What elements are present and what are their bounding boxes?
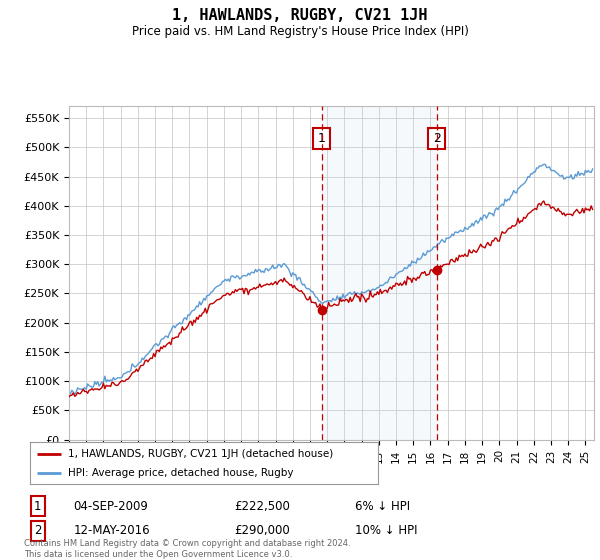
Text: £290,000: £290,000: [234, 524, 290, 538]
Bar: [322, 106, 437, 440]
Text: 1: 1: [34, 500, 41, 513]
Text: 12-MAY-2016: 12-MAY-2016: [74, 524, 151, 538]
Text: 2: 2: [433, 132, 440, 145]
Text: 1, HAWLANDS, RUGBY, CV21 1JH: 1, HAWLANDS, RUGBY, CV21 1JH: [172, 8, 428, 24]
Text: 2: 2: [34, 524, 41, 538]
Text: Contains HM Land Registry data © Crown copyright and database right 2024.
This d: Contains HM Land Registry data © Crown c…: [24, 539, 350, 559]
Text: 04-SEP-2009: 04-SEP-2009: [74, 500, 149, 513]
Text: 1, HAWLANDS, RUGBY, CV21 1JH (detached house): 1, HAWLANDS, RUGBY, CV21 1JH (detached h…: [68, 449, 334, 459]
Text: Price paid vs. HM Land Registry's House Price Index (HPI): Price paid vs. HM Land Registry's House …: [131, 25, 469, 38]
Text: 6% ↓ HPI: 6% ↓ HPI: [355, 500, 410, 513]
Text: HPI: Average price, detached house, Rugby: HPI: Average price, detached house, Rugb…: [68, 468, 294, 478]
Text: 1: 1: [317, 132, 325, 145]
Text: 10% ↓ HPI: 10% ↓ HPI: [355, 524, 418, 538]
Text: £222,500: £222,500: [234, 500, 290, 513]
